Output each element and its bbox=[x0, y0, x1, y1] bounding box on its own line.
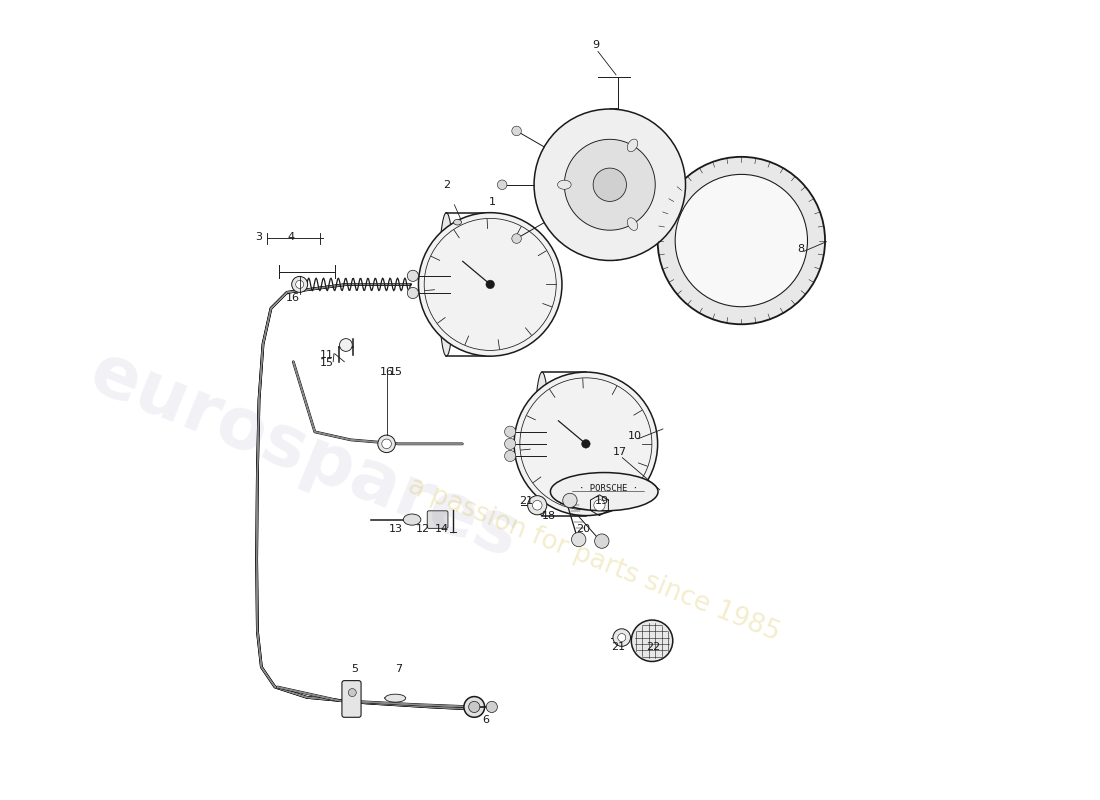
Ellipse shape bbox=[558, 180, 571, 190]
FancyBboxPatch shape bbox=[427, 511, 448, 528]
Ellipse shape bbox=[453, 219, 462, 225]
Circle shape bbox=[512, 126, 521, 136]
Circle shape bbox=[505, 426, 516, 438]
Text: 15: 15 bbox=[320, 358, 333, 368]
Text: 22: 22 bbox=[647, 642, 661, 652]
Text: 5: 5 bbox=[351, 664, 359, 674]
Text: 12: 12 bbox=[416, 524, 429, 534]
Text: 21: 21 bbox=[519, 496, 534, 506]
Circle shape bbox=[486, 702, 497, 713]
Circle shape bbox=[514, 372, 658, 515]
Text: 1: 1 bbox=[490, 198, 496, 207]
Circle shape bbox=[532, 501, 542, 510]
Circle shape bbox=[382, 439, 392, 449]
Text: 21: 21 bbox=[610, 642, 625, 652]
Circle shape bbox=[486, 280, 495, 289]
Text: 14: 14 bbox=[436, 524, 450, 534]
Circle shape bbox=[631, 620, 673, 662]
Text: 18: 18 bbox=[541, 510, 556, 521]
Text: 9: 9 bbox=[593, 40, 600, 50]
Circle shape bbox=[469, 702, 480, 713]
Ellipse shape bbox=[404, 514, 421, 525]
Circle shape bbox=[582, 439, 591, 448]
Circle shape bbox=[340, 338, 352, 351]
Text: 3: 3 bbox=[255, 231, 263, 242]
Circle shape bbox=[377, 435, 395, 453]
Text: · PORSCHE ·: · PORSCHE · bbox=[579, 484, 638, 493]
Text: eurospares: eurospares bbox=[79, 338, 529, 574]
Circle shape bbox=[528, 496, 547, 515]
Text: 13: 13 bbox=[389, 524, 403, 534]
Ellipse shape bbox=[385, 694, 406, 702]
Text: 16: 16 bbox=[379, 367, 394, 377]
Ellipse shape bbox=[627, 139, 638, 152]
Circle shape bbox=[675, 174, 807, 306]
Text: 17: 17 bbox=[613, 447, 627, 457]
Circle shape bbox=[407, 270, 418, 282]
Circle shape bbox=[349, 689, 356, 697]
Circle shape bbox=[595, 534, 609, 548]
Text: 20: 20 bbox=[576, 524, 591, 534]
Circle shape bbox=[593, 168, 627, 202]
Text: 19: 19 bbox=[595, 496, 609, 506]
Text: 8: 8 bbox=[798, 243, 805, 254]
Circle shape bbox=[618, 634, 626, 642]
Text: 6: 6 bbox=[483, 715, 490, 726]
Ellipse shape bbox=[627, 218, 638, 230]
Text: 11: 11 bbox=[320, 350, 333, 360]
Text: a passion for parts since 1985: a passion for parts since 1985 bbox=[404, 473, 783, 646]
Circle shape bbox=[658, 157, 825, 324]
Circle shape bbox=[613, 629, 630, 646]
Circle shape bbox=[572, 532, 586, 546]
Circle shape bbox=[505, 438, 516, 450]
Text: 16: 16 bbox=[286, 293, 300, 303]
Circle shape bbox=[407, 287, 418, 298]
Text: 15: 15 bbox=[389, 367, 403, 377]
Circle shape bbox=[594, 500, 605, 511]
Ellipse shape bbox=[609, 109, 624, 261]
Circle shape bbox=[296, 281, 304, 288]
Text: 10: 10 bbox=[628, 431, 642, 441]
Circle shape bbox=[497, 180, 507, 190]
Text: 7: 7 bbox=[395, 664, 403, 674]
Text: 2: 2 bbox=[443, 180, 450, 190]
Circle shape bbox=[464, 697, 485, 718]
Text: 4: 4 bbox=[287, 231, 295, 242]
Ellipse shape bbox=[550, 473, 658, 511]
Circle shape bbox=[505, 450, 516, 462]
Circle shape bbox=[418, 213, 562, 356]
Ellipse shape bbox=[535, 372, 550, 515]
Circle shape bbox=[535, 109, 685, 261]
FancyBboxPatch shape bbox=[342, 681, 361, 718]
Ellipse shape bbox=[439, 213, 454, 356]
Circle shape bbox=[292, 277, 308, 292]
Circle shape bbox=[564, 139, 656, 230]
Circle shape bbox=[563, 494, 578, 508]
Circle shape bbox=[512, 234, 521, 243]
